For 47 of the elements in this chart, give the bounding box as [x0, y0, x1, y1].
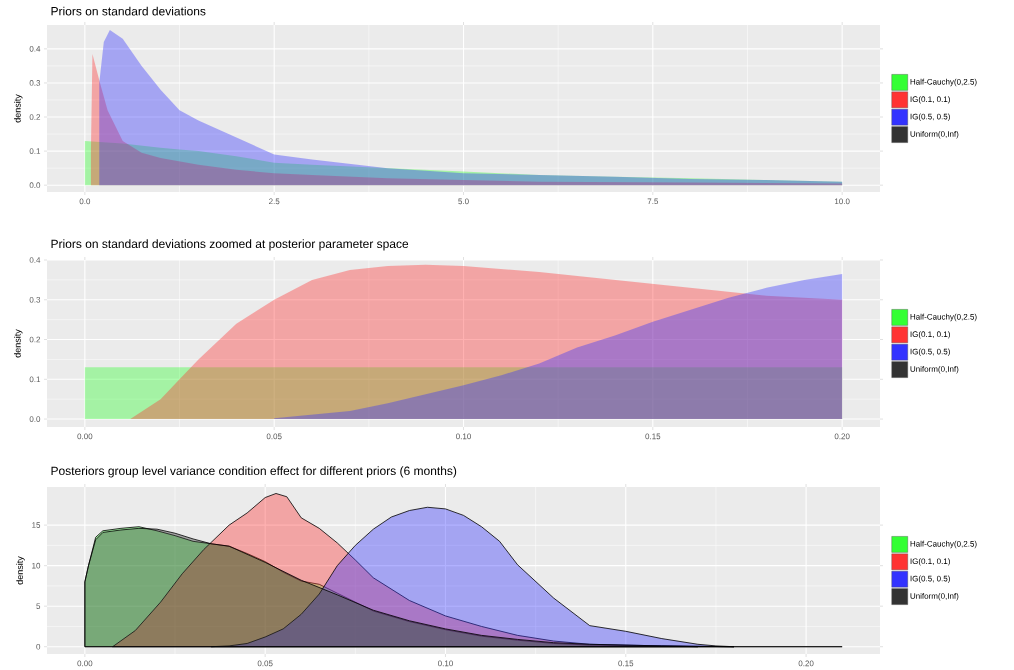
legend-label: IG(0.1, 0.1)	[910, 331, 950, 339]
legend-label: IG(0.1, 0.1)	[910, 558, 950, 566]
x-tick-label: 0.05	[266, 433, 282, 440]
x-tick-label: 0.0	[79, 198, 91, 205]
y-axis-title: density	[14, 329, 23, 358]
legend-label: IG(0.5, 0.5)	[910, 575, 950, 584]
x-tick-label: 0.15	[618, 660, 634, 667]
chart-title: Priors on standard deviations zoomed at posterior parameter space	[51, 239, 409, 251]
legend-label: Half-Cauchy(0,2.5)	[910, 78, 977, 87]
y-tick-label: 0.4	[29, 46, 41, 52]
y-axis-title: density	[14, 94, 23, 123]
y-tick-label: 0.1	[29, 148, 41, 155]
chart-title: Posteriors group level variance condition effect for different priors (6 months)	[51, 466, 457, 478]
x-tick-label: 10.0	[834, 198, 850, 205]
x-tick-label: 2.5	[269, 198, 280, 205]
x-tick-label: 0.20	[798, 660, 814, 667]
legend-label: Uniform(0,Inf)	[910, 131, 959, 139]
legend-label: Uniform(0,Inf)	[910, 593, 959, 601]
y-tick-label: 0.2	[29, 336, 41, 343]
x-tick-label: 0.20	[834, 433, 850, 440]
y-tick-label: 5	[36, 603, 41, 610]
y-tick-label: 0.0	[29, 182, 41, 189]
y-tick-label: 0.4	[29, 257, 41, 264]
legend-label: Half-Cauchy(0,2.5)	[910, 313, 977, 322]
y-tick-label: 0	[36, 644, 41, 650]
y-tick-label: 15	[32, 522, 41, 529]
y-tick-label: 0.1	[29, 376, 41, 383]
y-tick-label: 10	[32, 563, 41, 569]
x-tick-label: 0.05	[257, 660, 273, 667]
y-tick-label: 0.2	[29, 114, 41, 121]
y-tick-label: 0.3	[29, 297, 41, 303]
legend-label: IG(0.5, 0.5)	[910, 348, 950, 357]
x-tick-label: 5.0	[458, 198, 469, 205]
chart-title: Priors on standard deviations	[51, 6, 206, 16]
y-tick-label: 0.3	[29, 80, 41, 87]
y-axis-title: density	[16, 556, 25, 585]
legend-label: IG(0.5, 0.5)	[910, 113, 950, 122]
x-tick-label: 7.5	[647, 198, 659, 205]
legend-label: IG(0.1, 0.1)	[910, 96, 950, 104]
x-tick-label: 0.10	[456, 433, 471, 440]
y-tick-label: 0.0	[29, 416, 41, 423]
x-tick-label: 0.00	[77, 433, 93, 440]
legend-label: Half-Cauchy(0,2.5)	[910, 540, 977, 549]
x-tick-label: 0.15	[645, 433, 661, 440]
legend-label: Uniform(0,Inf)	[910, 366, 959, 374]
x-tick-label: 0.00	[77, 660, 93, 667]
x-tick-label: 0.10	[438, 660, 453, 667]
